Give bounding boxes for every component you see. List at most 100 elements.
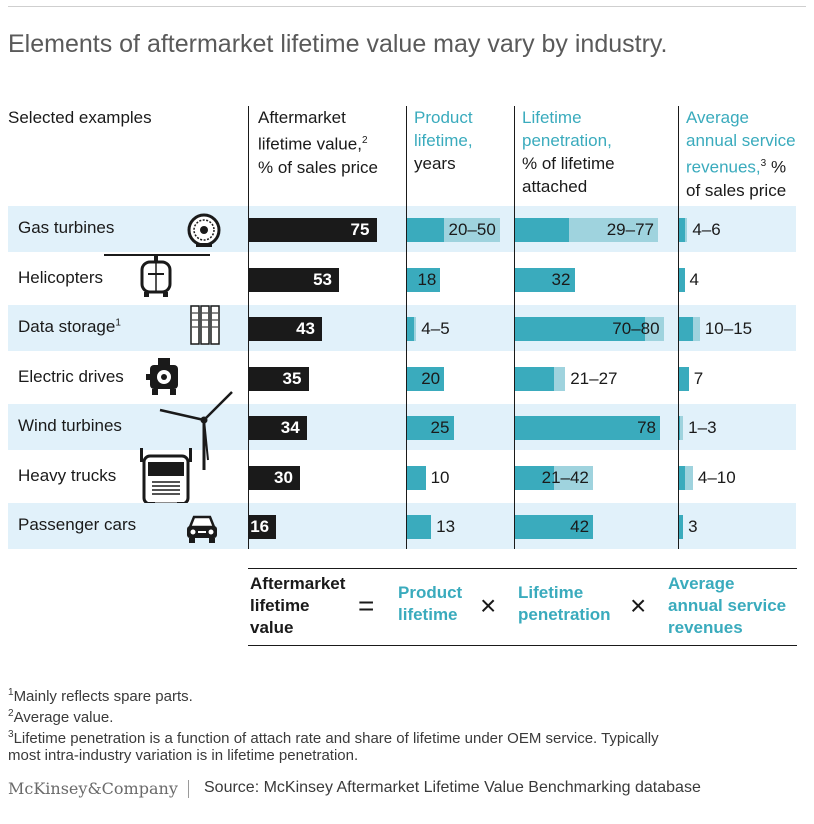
altv-bar (249, 366, 309, 391)
altv-value-label: 35 (282, 368, 302, 388)
header-altv-unit: % of sales price (258, 157, 378, 177)
altv-value-label: 30 (274, 467, 293, 487)
range-value-label: 1–3 (688, 418, 717, 437)
formula-times-1: × (480, 590, 497, 621)
range-bar-high (679, 416, 684, 440)
range-bar-low (407, 218, 445, 242)
footnote-3-continued: most intra-industry variation is in life… (8, 747, 359, 764)
header-svc-title: Average annual service revenues, (686, 108, 796, 177)
column-divider (248, 106, 250, 549)
range-value-label: 21–42 (541, 467, 589, 487)
range-bar-low (679, 366, 689, 391)
chart-title: Elements of aftermarket lifetime value m… (8, 30, 668, 58)
range-value-label: 10 (430, 467, 450, 487)
range-bar-low (515, 267, 575, 292)
heavy-truck-icon (134, 446, 198, 515)
formula-lifetime-penetration: Lifetime penetration (518, 583, 611, 624)
range-value-label: 4–6 (692, 220, 721, 239)
data-storage-icon (190, 305, 220, 350)
wind-turbine-icon (158, 390, 236, 477)
range-value-label: 4–10 (697, 467, 736, 487)
altv-value-label: 34 (280, 418, 300, 437)
range-bar-low (679, 267, 685, 292)
formula-bottom-rule (248, 645, 797, 647)
column-divider (514, 106, 516, 549)
row-band (8, 305, 796, 351)
footnote-2: 2Average value. (8, 708, 114, 726)
header-lifetime-penetration: Lifetime penetration, % of lifetime atta… (522, 106, 615, 198)
formula-equals: = (358, 590, 375, 621)
header-svc-pct: % (766, 157, 787, 177)
gas-turbine-icon (184, 210, 224, 255)
range-bar-low (407, 515, 432, 539)
top-rule (8, 6, 806, 7)
range-value-label: 10–15 (704, 319, 753, 338)
formula-times-2: × (630, 590, 647, 621)
header-pen-title: Lifetime penetration, (522, 108, 612, 150)
footer-separator (188, 780, 189, 798)
column-divider (678, 106, 680, 549)
header-service-revenues: Average annual service revenues,3 % of s… (686, 106, 796, 202)
range-value-label: 4 (689, 269, 700, 289)
category-footnote-mark: 1 (115, 317, 121, 329)
column-divider (406, 106, 408, 549)
range-value-label: 78 (637, 418, 656, 437)
electric-drive-icon (146, 357, 182, 402)
header-life-unit: years (414, 154, 456, 173)
formula-altv: Aftermarket lifetime value (250, 574, 346, 637)
range-bar-low (679, 416, 681, 440)
range-bar-low (515, 366, 555, 391)
range-value-label: 20–50 (448, 220, 496, 239)
range-value-label: 18 (417, 269, 437, 289)
header-altv-title: Aftermarket lifetime value, (258, 108, 362, 154)
range-bar-low (515, 515, 594, 539)
range-value-label: 29–77 (606, 220, 654, 239)
range-value-label: 20 (421, 368, 441, 388)
range-value-label: 25 (430, 418, 450, 437)
range-bar-low (515, 416, 661, 440)
range-bar-low (407, 267, 441, 292)
passenger-car-icon (185, 511, 219, 550)
altv-value-label: 53 (313, 269, 333, 289)
altv-bar (249, 465, 300, 490)
header-product-lifetime: Product lifetime, years (414, 106, 473, 175)
formula-top-rule (248, 568, 797, 570)
range-value-label: 32 (551, 269, 571, 289)
category-label: Passenger cars (18, 515, 137, 534)
header-pen-unit: % of lifetime attached (522, 154, 615, 196)
source-note: Source: McKinsey Aftermarket Lifetime Va… (204, 779, 701, 796)
altv-bar (249, 218, 377, 242)
range-bar-low (515, 465, 555, 490)
range-bar-low (515, 317, 646, 341)
altv-bar (249, 416, 307, 440)
category-label: Gas turbines (18, 218, 115, 237)
helicopter-icon (102, 250, 212, 305)
altv-bar (249, 515, 277, 539)
header-svc-sup: 3 (760, 158, 767, 169)
altv-value-label: 43 (296, 319, 316, 338)
range-bar-low (679, 515, 684, 539)
header-altv-sup: 2 (361, 135, 368, 146)
row-band (8, 503, 796, 549)
altv-value-label: 16 (250, 517, 270, 536)
header-life-title: Product lifetime, (414, 108, 473, 150)
row-band (8, 404, 796, 450)
altv-value-label: 75 (350, 220, 370, 239)
range-bar-low (407, 465, 426, 490)
header-altv: Aftermarket lifetime value,2 % of sales … (258, 106, 378, 179)
range-value-label: 21–27 (570, 368, 618, 388)
range-value-label: 3 (688, 517, 698, 536)
row-band (8, 206, 796, 252)
formula-product-lifetime: Product lifetime (398, 583, 463, 624)
category-label: Data storage1 (18, 317, 121, 336)
altv-bar (249, 267, 340, 292)
footnote-3: 3Lifetime penetration is a function of a… (8, 729, 659, 747)
range-bar-low (407, 317, 415, 341)
category-label: Wind turbines (18, 416, 122, 435)
header-selected-examples: Selected examples (8, 108, 152, 127)
range-value-label: 42 (570, 517, 590, 536)
range-value-label: 4–5 (421, 319, 450, 338)
category-label: Electric drives (18, 366, 124, 386)
range-value-label: 70–80 (612, 319, 660, 338)
header-svc-unit: of sales price (686, 180, 787, 200)
